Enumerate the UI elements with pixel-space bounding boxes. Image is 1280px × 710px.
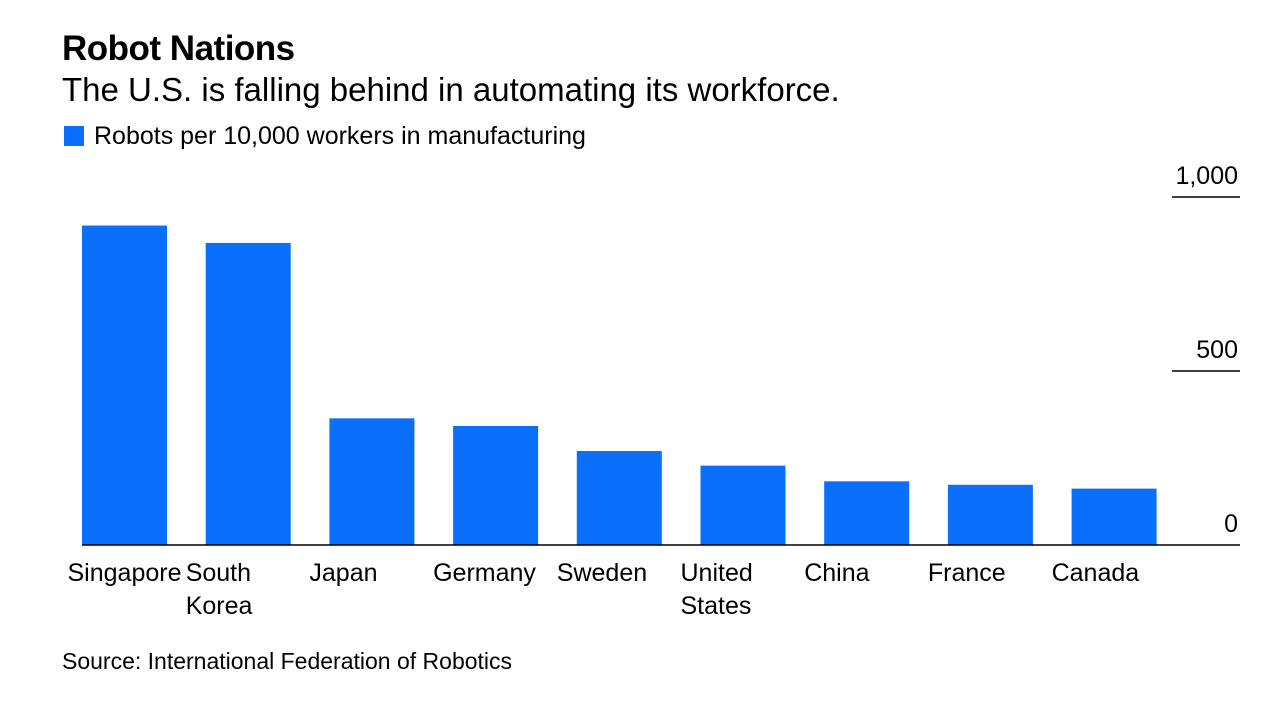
x-tick-label: Germany [433, 559, 536, 587]
x-tick-label: France [928, 559, 1006, 587]
y-tick-label: 1,000 [1175, 162, 1238, 190]
bar [576, 451, 662, 545]
bar [329, 418, 415, 545]
y-tick-label: 500 [1196, 336, 1238, 364]
x-tick-label: South [186, 559, 251, 587]
chart-title: Robot Nations [62, 29, 295, 68]
y-tick-label: 0 [1224, 510, 1238, 538]
x-tick-label: China [804, 559, 869, 587]
legend-label: Robots per 10,000 workers in manufacturi… [94, 121, 586, 150]
bar [700, 465, 786, 545]
legend-swatch [64, 126, 84, 146]
x-tick-label: Singapore [68, 559, 182, 587]
bar [453, 425, 539, 545]
bar [947, 484, 1033, 545]
x-tick-label: States [681, 592, 752, 620]
x-tick-label: Japan [309, 559, 377, 587]
source-note: Source: International Federation of Robo… [62, 648, 513, 674]
bar [824, 481, 910, 545]
bar [1071, 488, 1157, 545]
x-tick-label: United [681, 559, 753, 587]
bar [205, 242, 291, 545]
x-tick-label: Sweden [557, 559, 647, 587]
x-tick-label: Canada [1052, 559, 1140, 587]
x-tick-label: Korea [186, 592, 253, 620]
chart-subtitle: The U.S. is falling behind in automating… [62, 71, 840, 108]
bar [82, 225, 167, 545]
legend: Robots per 10,000 workers in manufacturi… [64, 121, 586, 151]
